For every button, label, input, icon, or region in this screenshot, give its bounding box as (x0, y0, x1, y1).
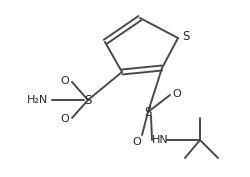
Text: S: S (182, 30, 189, 44)
Text: HN: HN (151, 135, 168, 145)
Text: H₂N: H₂N (27, 95, 48, 105)
Text: O: O (172, 89, 181, 99)
Text: S: S (84, 93, 91, 107)
Text: O: O (60, 76, 69, 86)
Text: O: O (132, 137, 141, 147)
Text: O: O (60, 114, 69, 124)
Text: S: S (144, 105, 151, 118)
